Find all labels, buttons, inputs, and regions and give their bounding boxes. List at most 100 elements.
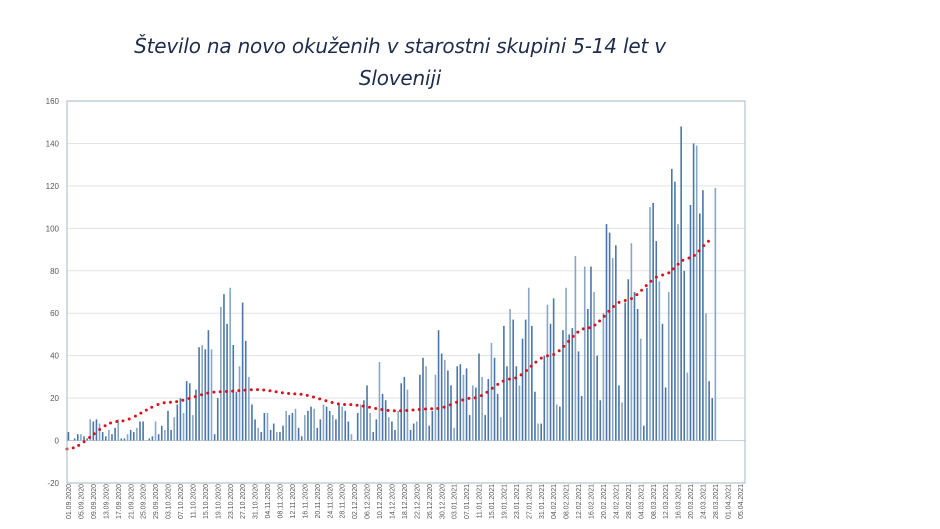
bar — [462, 374, 465, 441]
bar — [571, 328, 574, 441]
bar — [80, 434, 82, 441]
bar — [89, 419, 92, 441]
y-tick-label: 60 — [50, 309, 59, 318]
bar — [527, 287, 530, 441]
x-tick-label: 24.03.2021 — [701, 484, 708, 519]
bar — [307, 410, 309, 441]
y-tick-label: 40 — [50, 352, 59, 361]
bar — [204, 349, 207, 441]
x-tick-label: 24.11.2020 — [327, 484, 334, 519]
bar — [624, 302, 626, 441]
trend-dot — [654, 275, 658, 279]
trend-dot — [82, 440, 86, 444]
bar — [213, 434, 216, 441]
bar — [428, 425, 431, 441]
bar — [117, 419, 120, 441]
x-tick-label: 19.10.2020 — [215, 484, 222, 519]
x-tick-label: 30.12.2020 — [439, 484, 446, 519]
trend-dot — [649, 279, 653, 283]
x-tick-label: 12.11.2020 — [290, 484, 297, 519]
bar — [263, 412, 266, 441]
trend-dot — [181, 398, 185, 402]
bar — [621, 402, 623, 441]
trend-dot — [442, 405, 446, 409]
bar — [515, 366, 518, 441]
bar — [207, 330, 210, 441]
bar — [677, 224, 679, 441]
bar — [496, 393, 499, 441]
x-tick-label: 08.03.2021 — [651, 484, 658, 519]
trend-dot — [681, 258, 685, 262]
x-tick-label: 03.01.2021 — [452, 484, 459, 519]
bar — [344, 410, 347, 441]
bar — [151, 436, 154, 441]
x-tick-label: 11.01.2021 — [477, 484, 484, 519]
trend-dot — [193, 395, 197, 399]
bar — [652, 202, 654, 441]
y-tick-label: 80 — [50, 267, 59, 276]
bar — [251, 404, 253, 441]
bar — [552, 298, 555, 441]
trend-dot — [349, 403, 353, 407]
bar — [201, 345, 203, 441]
trend-dot — [243, 388, 247, 392]
trend-dot — [206, 391, 210, 395]
bar — [643, 425, 645, 441]
bar — [375, 419, 378, 441]
x-tick-label: 05.04.2021 — [738, 484, 745, 519]
trend-dot — [71, 446, 75, 450]
bar — [328, 410, 331, 441]
bar — [335, 419, 337, 441]
trend-dot — [139, 411, 143, 415]
bar — [167, 410, 169, 441]
x-tick-label: 07.10.2020 — [178, 484, 185, 519]
trend-dot — [692, 253, 696, 257]
bar — [506, 366, 508, 441]
trend-dot — [485, 390, 489, 394]
trend-dot — [697, 249, 701, 253]
trend-dot — [355, 403, 359, 407]
bar — [543, 355, 546, 441]
bar — [608, 232, 611, 441]
bar — [154, 421, 157, 441]
bar — [537, 423, 539, 441]
bar — [282, 425, 284, 441]
bar — [499, 417, 502, 441]
bar — [534, 391, 536, 441]
trend-dot — [287, 392, 291, 396]
bar — [680, 126, 682, 441]
bar — [297, 427, 300, 441]
x-tick-label: 23.10.2020 — [228, 484, 235, 519]
bar — [95, 419, 98, 441]
trend-dot — [623, 298, 627, 302]
trend-dot — [687, 256, 691, 260]
bar — [363, 400, 365, 441]
bar — [702, 190, 704, 441]
bar — [434, 374, 437, 441]
trend-dot — [562, 344, 566, 348]
trend-dot — [519, 373, 523, 377]
bar — [450, 385, 452, 441]
trend-dot — [386, 408, 390, 412]
trend-dot — [529, 364, 533, 368]
bar — [711, 398, 714, 441]
bar — [360, 404, 362, 441]
bar — [139, 421, 141, 441]
bar — [689, 204, 692, 441]
bar — [596, 355, 598, 441]
bar — [164, 429, 166, 441]
x-tick-label: 28.02.2021 — [626, 484, 633, 519]
bar — [627, 279, 630, 441]
x-tick-label: 08.11.2020 — [278, 484, 285, 519]
trend-dot — [98, 427, 102, 431]
trend-dot — [635, 293, 639, 297]
bar — [279, 432, 281, 441]
x-tick-label: 11.10.2020 — [190, 484, 197, 519]
bar — [481, 376, 483, 441]
trend-dot — [330, 401, 334, 405]
bar — [350, 434, 353, 441]
trend-dot — [567, 339, 571, 343]
trend-dot — [399, 409, 403, 413]
y-tick-label: 20 — [50, 394, 59, 403]
bar — [636, 308, 639, 441]
